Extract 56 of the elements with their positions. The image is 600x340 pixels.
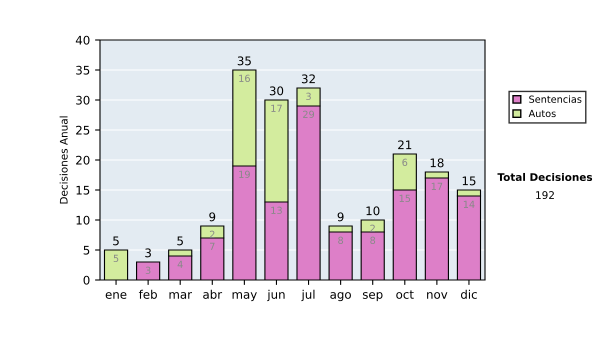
total-label: 35 [238,56,251,66]
y-tick-label: 5 [84,246,90,255]
data-label: 17 [432,182,442,190]
total-label: 21 [398,140,412,150]
y-tick-label: 20 [76,156,90,165]
total-label: 10 [366,206,380,216]
data-label: 2 [210,230,214,238]
x-tick-label: jul [301,290,314,302]
data-label: 5 [114,254,118,262]
x-tick-label: feb [138,290,157,299]
x-tick-label: dic [460,290,477,299]
total-label: 9 [338,212,344,222]
x-tick-label: ago [330,292,351,302]
total-label: 30 [270,86,284,96]
x-tick-label: may [232,292,257,302]
data-label: 19 [239,170,250,178]
data-label: 3 [306,92,311,100]
total-label: 5 [177,236,183,246]
data-label: 17 [271,104,282,112]
x-tick-label: mar [169,292,192,299]
x-tick-label: jun [267,290,285,302]
x-tick-label: ene [106,292,126,299]
y-tick-label: 35 [76,66,90,75]
y-axis-title: Decisiones Anual [60,116,68,204]
data-label: 8 [338,236,344,244]
y-tick-label: 30 [76,96,90,105]
data-label: 16 [239,74,250,82]
data-label: 15 [400,194,410,202]
y-tick-label: 0 [84,276,90,285]
y-tick-label: 40 [76,36,90,45]
data-label: 3 [146,266,150,274]
total-label: 5 [113,236,119,246]
data-label: 14 [464,200,475,208]
x-tick-label: sep [362,292,383,302]
data-label: 2 [370,224,375,232]
legend-label: Autos [528,110,556,118]
total-label: 15 [462,176,476,186]
data-label: 29 [303,110,314,118]
x-tick-label: oct [396,290,414,299]
data-label: 8 [370,236,376,244]
total-label: 32 [302,74,315,84]
y-tick-label: 15 [76,186,90,195]
data-label: 4 [178,260,183,268]
total-label: 18 [430,158,444,168]
data-label: 6 [402,158,408,166]
legend-label: Sentencias [529,95,582,103]
y-tick-label: 25 [76,126,90,135]
total-label: 3 [145,248,151,258]
data-label: 7 [210,242,215,250]
x-tick-label: nov [427,292,448,299]
y-tick-label: 10 [76,216,90,225]
text: Total Decisiones [497,172,592,182]
x-tick-label: abr [203,290,222,299]
total-label: 9 [209,212,216,222]
data-label: 13 [271,206,282,214]
text: 192 [536,191,554,200]
